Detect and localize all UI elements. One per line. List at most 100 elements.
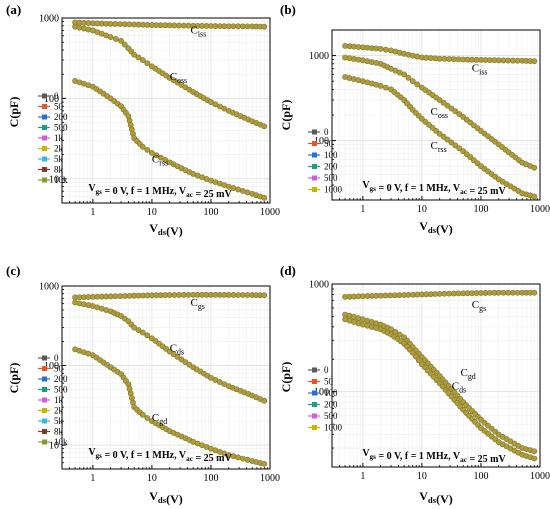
data-point — [444, 136, 451, 143]
y-tick-label: 100 — [44, 94, 59, 105]
y-tick-label: 1000 — [39, 282, 59, 293]
legend-label: 0 — [324, 127, 329, 137]
legend-label: 200 — [324, 400, 338, 410]
data-point — [131, 324, 138, 331]
legend-label: 1000 — [324, 423, 343, 433]
data-point — [174, 353, 181, 360]
data-point — [531, 58, 538, 65]
legend-marker — [42, 355, 47, 361]
panel-label: (b) — [280, 2, 296, 17]
legend-marker — [42, 397, 47, 403]
legend-label: 5k — [54, 416, 64, 426]
legend-marker — [312, 425, 317, 430]
data-point — [157, 154, 164, 161]
legend-label: 500 — [324, 173, 338, 183]
curve-label: Coss — [431, 106, 448, 120]
grid — [61, 285, 271, 470]
series-curve — [342, 43, 538, 65]
legend-marker — [42, 387, 47, 392]
legend-label: 1k — [54, 133, 64, 143]
y-tick-label: 1000 — [309, 280, 329, 291]
data-point — [144, 146, 151, 153]
curve-label: Cgs — [472, 299, 486, 313]
panel-label: (d) — [280, 263, 296, 278]
annotation: Vgs = 0 V, f = 1 MHz, Vac = 25 mV — [362, 448, 506, 465]
data-point — [135, 54, 142, 61]
data-point — [261, 292, 268, 299]
legend-marker — [312, 129, 317, 135]
legend-marker — [312, 390, 317, 396]
legend-marker — [42, 135, 47, 141]
legend-label: 100 — [324, 150, 338, 160]
legend-marker — [42, 376, 47, 382]
data-point — [182, 359, 189, 365]
data-point — [531, 455, 538, 462]
series-curve — [72, 291, 268, 301]
series-curve — [342, 311, 538, 455]
legend-label: 0 — [54, 353, 59, 363]
x-tick-label: 100 — [473, 471, 488, 482]
y-tick-label: 100 — [314, 136, 329, 147]
data-point — [144, 60, 151, 67]
x-tick-label: 10 — [147, 473, 157, 484]
legend-marker — [42, 146, 47, 151]
legend-marker — [42, 177, 47, 183]
legend-marker — [42, 167, 47, 172]
data-point — [531, 193, 538, 200]
data-point — [139, 329, 146, 336]
plot-frame — [61, 285, 271, 470]
data-point — [382, 84, 389, 91]
legend-label: 500 — [324, 411, 338, 421]
data-point — [131, 51, 138, 58]
data-point — [261, 194, 268, 201]
curve-label: Cgd — [152, 412, 167, 426]
curve-label: Crss — [152, 153, 168, 167]
data-point — [414, 81, 421, 88]
data-point — [531, 448, 538, 455]
data-point — [531, 289, 538, 296]
data-point — [261, 397, 268, 404]
data-point — [261, 123, 268, 130]
data-point — [440, 133, 447, 140]
legend-label: 500 — [54, 123, 68, 133]
legend-label: 50 — [54, 102, 64, 112]
data-point — [235, 454, 242, 461]
data-point — [452, 142, 459, 149]
data-point — [436, 130, 443, 137]
x-axis-label: Vds(V) — [149, 489, 183, 506]
legend-marker — [312, 367, 317, 373]
y-tick-label: 1000 — [39, 14, 59, 25]
data-point — [153, 152, 160, 159]
y-axis-label: C(pF) — [7, 363, 21, 394]
legend-marker — [42, 429, 47, 434]
legend-marker — [312, 187, 317, 192]
legend-label: 2k — [54, 406, 64, 416]
x-tick-label: 1000 — [530, 471, 550, 482]
legend-marker — [42, 156, 47, 162]
data-point — [186, 361, 193, 368]
x-tick-label: 10 — [417, 471, 427, 482]
annotation: Vgs = 0 V, f = 1 MHz, Vac = 25 mV — [88, 447, 232, 464]
x-tick-label: 1000 — [260, 207, 280, 218]
series-curve — [72, 346, 268, 467]
data-point — [377, 45, 384, 52]
data-point — [178, 356, 185, 363]
series-curve — [342, 54, 538, 171]
data-point — [170, 351, 177, 358]
y-tick-label: 1000 — [309, 51, 329, 62]
x-tick-label: 1 — [90, 207, 95, 218]
data-point — [448, 139, 455, 146]
curve-label: Cgs — [190, 297, 204, 311]
data-point — [149, 149, 155, 156]
series-curve — [342, 74, 538, 200]
legend-marker — [312, 379, 317, 384]
legend-marker — [312, 152, 317, 158]
data-point — [456, 145, 463, 152]
legend-label: 200 — [54, 112, 68, 122]
x-tick-label: 1 — [360, 204, 365, 215]
data-point — [239, 188, 246, 194]
x-tick-label: 1 — [90, 473, 95, 484]
